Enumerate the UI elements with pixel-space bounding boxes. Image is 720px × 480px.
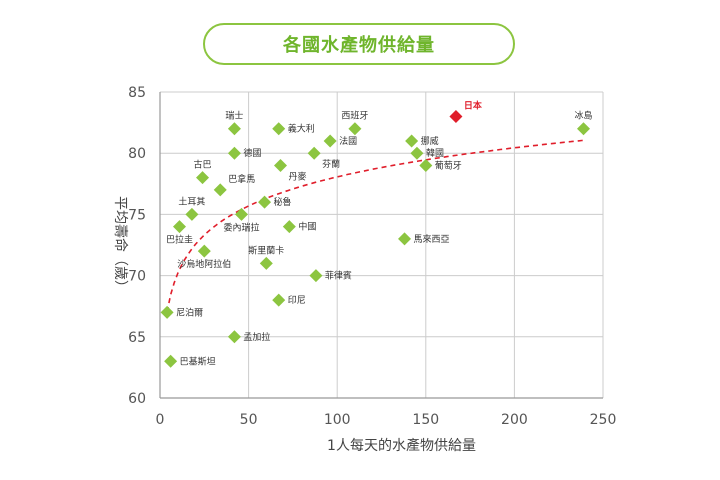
data-point — [213, 183, 227, 197]
point-label: 日本 — [464, 99, 483, 111]
chart-title: 各國水產物供給量 — [203, 23, 515, 65]
point-label: 挪威 — [421, 135, 439, 147]
point-label: 印尼 — [288, 294, 306, 306]
y-tick-label: 80 — [128, 146, 146, 162]
x-tick-label: 200 — [501, 412, 528, 428]
data-point — [577, 122, 591, 136]
point-label: 古巴 — [194, 159, 212, 171]
y-axis-title: 平均壽命（歲） — [112, 196, 129, 294]
data-point — [348, 122, 362, 136]
data-point — [196, 171, 210, 185]
point-label: 委內瑞拉 — [224, 221, 260, 233]
data-point-highlight — [449, 109, 463, 123]
point-label: 秘魯 — [274, 196, 292, 208]
data-point — [197, 244, 211, 258]
point-label: 沙烏地阿拉伯 — [177, 258, 231, 270]
point-label: 葡萄牙 — [435, 159, 462, 171]
point-label: 德國 — [243, 147, 261, 159]
data-point — [227, 146, 241, 160]
data-point — [227, 122, 241, 136]
data-point — [185, 207, 199, 221]
data-point — [307, 146, 321, 160]
data-point — [272, 293, 286, 307]
point-label: 西班牙 — [341, 110, 368, 122]
data-point — [309, 269, 323, 283]
point-label: 菲律賓 — [325, 270, 352, 282]
point-label: 斯里蘭卡 — [248, 244, 284, 256]
point-label: 法國 — [339, 135, 357, 147]
data-point — [164, 354, 178, 368]
x-tick-label: 100 — [324, 412, 351, 428]
point-label: 孟加拉 — [243, 331, 270, 343]
point-label: 馬來西亞 — [414, 234, 450, 245]
point-label: 巴基斯坦 — [180, 355, 216, 367]
point-label: 丹麥 — [288, 170, 306, 182]
data-point — [282, 220, 296, 234]
data-point — [160, 305, 174, 319]
data-point — [398, 232, 412, 246]
y-tick-label: 70 — [128, 269, 146, 285]
data-point — [405, 134, 419, 148]
point-label: 巴拿馬 — [228, 173, 255, 185]
point-label: 芬蘭 — [322, 158, 340, 170]
y-tick-label: 75 — [128, 207, 146, 223]
point-label: 尼泊爾 — [176, 307, 203, 318]
point-label: 瑞士 — [225, 110, 243, 122]
data-point — [172, 220, 186, 234]
point-label: 土耳其 — [178, 195, 205, 207]
trend-line — [166, 139, 586, 313]
data-point — [227, 330, 241, 344]
data-point — [273, 158, 287, 172]
x-tick-label: 250 — [590, 412, 617, 428]
data-point — [235, 207, 249, 221]
x-axis-title: 1人每天的水產物供給量 — [327, 437, 476, 454]
y-tick-label: 65 — [128, 330, 146, 346]
point-label: 巴拉圭 — [166, 234, 193, 246]
data-point — [272, 122, 286, 136]
x-tick-label: 0 — [156, 412, 165, 428]
point-label: 中國 — [298, 221, 316, 233]
data-point — [259, 256, 273, 270]
point-label: 義大利 — [288, 123, 315, 135]
data-point — [410, 146, 424, 160]
y-tick-label: 85 — [128, 85, 146, 101]
point-label: 韓國 — [426, 148, 444, 159]
data-point — [323, 134, 337, 148]
data-point — [258, 195, 272, 209]
x-tick-label: 50 — [240, 412, 258, 428]
point-label: 冰島 — [575, 110, 593, 122]
data-point — [419, 158, 433, 172]
x-tick-label: 150 — [412, 412, 439, 428]
y-tick-label: 60 — [128, 391, 146, 407]
